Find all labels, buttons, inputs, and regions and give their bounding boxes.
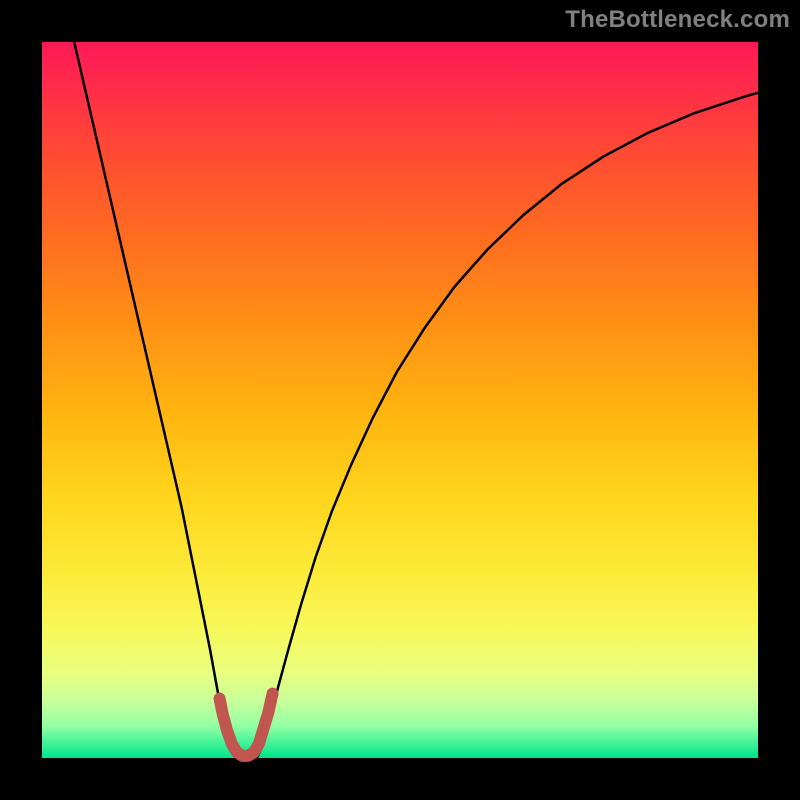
chart-container: TheBottleneck.com bbox=[0, 0, 800, 800]
watermark-text: TheBottleneck.com bbox=[565, 6, 790, 34]
bottleneck-chart bbox=[0, 0, 800, 800]
